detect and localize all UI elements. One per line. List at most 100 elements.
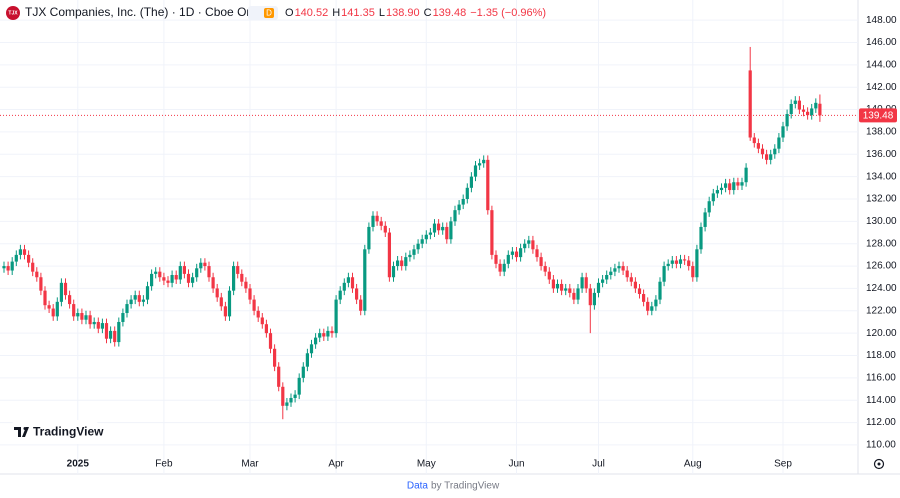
candle-body (244, 281, 248, 289)
candle-body (166, 280, 170, 283)
candle-body (314, 337, 318, 345)
candle-body (277, 366, 281, 387)
candle-body (84, 315, 88, 320)
candle-body (252, 299, 256, 311)
candle-body (572, 292, 576, 300)
candle-body (625, 270, 629, 278)
watermark-text: TradingView (33, 425, 104, 439)
candle-body (223, 306, 227, 317)
candle-body (207, 266, 211, 278)
candle-body (654, 299, 658, 307)
candle-body (728, 183, 732, 191)
watermark[interactable]: TradingView (8, 420, 104, 444)
candle-body (527, 240, 531, 244)
candle-body (801, 109, 806, 112)
candle-body (785, 114, 789, 127)
footer-text: by TradingView (431, 481, 500, 492)
candle-body (211, 277, 215, 289)
candle-body (543, 266, 547, 272)
candle-body (560, 283, 564, 291)
candle-body (441, 226, 445, 231)
x-tick-label: Sep (774, 459, 792, 470)
candle-body (170, 275, 174, 283)
x-tick-label: 2025 (67, 459, 90, 470)
candle-body (765, 154, 769, 160)
candle-body (80, 313, 84, 320)
candle-body (125, 304, 129, 314)
candle-body (59, 282, 63, 302)
candle-body (519, 248, 523, 258)
candle-body (92, 321, 96, 325)
candle-body (461, 198, 465, 205)
candle-body (453, 210, 457, 222)
candle-body (449, 221, 453, 240)
candle-body (31, 262, 35, 272)
candle-body (465, 187, 469, 199)
candle-body (478, 163, 482, 166)
candle-body (2, 266, 6, 269)
y-tick-label: 110.00 (866, 440, 896, 451)
candle-body (662, 266, 666, 282)
candle-body (387, 232, 391, 278)
candle-body (523, 243, 527, 249)
candle-body (305, 353, 309, 367)
candle-body (318, 333, 322, 338)
badge-box (264, 8, 274, 18)
candle-body (309, 344, 314, 354)
y-tick-label: 120.00 (866, 328, 897, 339)
candle-body (486, 159, 490, 211)
watermark-dot (23, 427, 27, 430)
candle-body (39, 277, 43, 291)
candle-body (514, 251, 519, 258)
candle-body (182, 266, 186, 274)
candle-body (334, 299, 338, 334)
candle-body (293, 394, 297, 398)
candle-body (707, 201, 711, 213)
candle-body (437, 223, 441, 231)
candle-body (109, 330, 113, 339)
legend-key: H (332, 7, 340, 19)
candle-body (797, 100, 801, 110)
candle-body (814, 102, 818, 109)
candle-body (531, 240, 535, 250)
candle-body (703, 212, 707, 227)
candle-body (248, 288, 252, 300)
candle-body (355, 288, 359, 300)
legend-value: 140.52 (295, 7, 329, 19)
candle-body (818, 103, 822, 116)
candle-body (346, 277, 350, 283)
legend-key: O (285, 7, 294, 19)
candle-body (650, 306, 654, 311)
candle-body (264, 324, 268, 334)
candle-body (326, 330, 330, 337)
candle-body (338, 290, 342, 300)
candle-body (609, 271, 613, 276)
candle-body (367, 226, 371, 250)
candle-body (596, 282, 601, 293)
x-tick-label: Jun (508, 459, 524, 470)
candle-body (564, 288, 568, 291)
footer-link[interactable]: Data (407, 481, 429, 492)
candle-body (256, 310, 260, 318)
candle-body (268, 333, 273, 349)
candle-body (6, 266, 10, 271)
y-tick-label: 122.00 (866, 305, 897, 316)
candle-body (129, 299, 133, 305)
candle-body (580, 277, 584, 289)
candle-body (104, 323, 109, 339)
candle-body (145, 286, 150, 300)
candle-body (773, 148, 777, 155)
candle-body (375, 215, 379, 222)
candle-body (674, 260, 678, 264)
candle-body (391, 266, 396, 278)
candle-body (330, 330, 334, 334)
candle-body (732, 182, 736, 191)
candle-body (178, 266, 182, 280)
candle-body (51, 308, 55, 317)
candle-body (383, 225, 387, 233)
settings-icon[interactable] (873, 458, 885, 470)
candle-body (428, 232, 432, 235)
y-tick-label: 124.00 (866, 283, 897, 294)
